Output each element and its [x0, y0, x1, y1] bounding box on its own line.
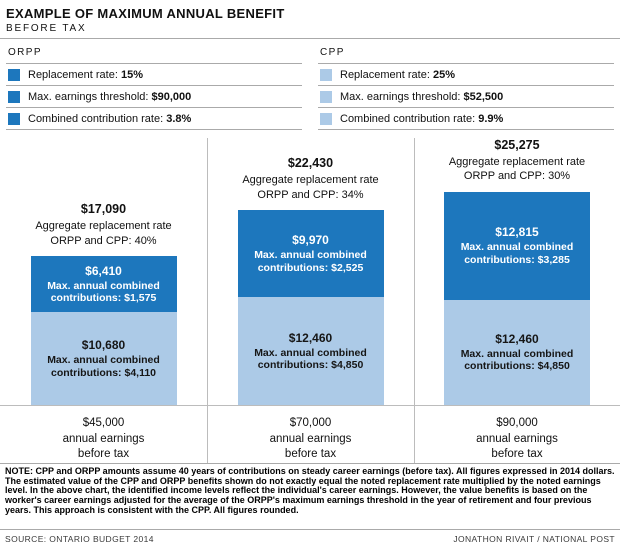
legend-row: Combined contribution rate: 9.9% [318, 108, 614, 130]
orpp-amount: $12,815 [495, 225, 539, 240]
orpp-contributions-note: Max. annual combined contributions: $2,5… [254, 249, 367, 274]
cpp-amount: $10,680 [81, 338, 126, 353]
cpp-contributions-note: Max. annual combined contributions: $4,1… [47, 354, 160, 379]
chart-column-90000: $25,275 Aggregate replacement rate ORPP … [414, 138, 620, 463]
legend-label: Combined contribution rate: 9.9% [340, 112, 504, 125]
earnings-axis-label: $90,000 annual earnings before tax [476, 417, 558, 461]
orpp-amount: $6,410 [85, 263, 122, 278]
orpp-bar-segment: $9,970 Max. annual combined contribution… [237, 210, 384, 297]
cpp-contributions-note: Max. annual combined contributions: $4,8… [460, 348, 574, 373]
orpp-amount: $9,970 [292, 233, 329, 248]
legend-label: Replacement rate: 25% [340, 68, 455, 81]
source-credit: SOURCE: ONTARIO BUDGET 2014 [5, 534, 154, 544]
column-divider [414, 138, 415, 463]
total-benefit-label: $22,430 [287, 156, 334, 171]
page-subtitle: BEFORE TAX [6, 23, 87, 34]
bar-chart: $17,090 Aggregate replacement rate ORPP … [0, 138, 620, 463]
cpp-bar-segment: $12,460 Max. annual combined contributio… [444, 299, 590, 405]
legend-label: Replacement rate: 15% [28, 68, 143, 81]
aggregate-rate-label: Aggregate replacement rate ORPP and CPP:… [35, 220, 172, 247]
orpp-color-swatch [8, 68, 20, 81]
cpp-amount: $12,460 [495, 332, 539, 346]
page-title: EXAMPLE OF MAXIMUM ANNUAL BENEFIT [6, 6, 285, 21]
legend-row: Combined contribution rate: 3.8% [6, 108, 302, 130]
cpp-color-swatch [320, 68, 332, 81]
legend-label: Combined contribution rate: 3.8% [28, 112, 192, 125]
header-divider [0, 38, 620, 39]
legend-label: Max. earnings threshold: $90,000 [28, 90, 192, 103]
cpp-bar-segment: $10,680 Max. annual combined contributio… [30, 312, 177, 405]
earnings-axis-label: $45,000 annual earnings before tax [62, 417, 145, 461]
legend-row: Max. earnings threshold: $90,000 [6, 86, 302, 108]
chart-column-45000: $17,090 Aggregate replacement rate ORPP … [0, 138, 207, 463]
total-benefit-label: $17,090 [80, 202, 127, 217]
legend-orpp-title: ORPP [6, 44, 302, 64]
aggregate-rate-label: Aggregate replacement rate ORPP and CPP:… [242, 174, 379, 201]
aggregate-rate-label: Aggregate replacement rate ORPP and CPP:… [448, 156, 586, 183]
legend-row: Max. earnings threshold: $52,500 [318, 86, 614, 108]
column-header: $17,090 Aggregate replacement rate ORPP … [35, 202, 171, 248]
note-top-divider [0, 463, 620, 464]
cpp-color-swatch [320, 90, 332, 103]
footer-divider [0, 529, 620, 530]
orpp-color-swatch [8, 90, 20, 103]
orpp-contributions-note: Max. annual combined contributions: $3,2… [460, 241, 574, 266]
orpp-contributions-note: Max. annual combined contributions: $1,5… [47, 279, 160, 304]
column-divider [207, 138, 208, 463]
footer: SOURCE: ONTARIO BUDGET 2014 JONATHON RIV… [5, 534, 615, 544]
cpp-bar-segment: $12,460 Max. annual combined contributio… [237, 297, 384, 405]
legend-cpp-title: CPP [318, 44, 614, 64]
cpp-color-swatch [320, 112, 332, 125]
legend-cpp: CPP Replacement rate: 25% Max. earnings … [318, 44, 614, 130]
legend-orpp: ORPP Replacement rate: 15% Max. earnings… [6, 44, 302, 130]
orpp-bar-segment: $12,815 Max. annual combined contributio… [444, 191, 590, 300]
cpp-contributions-note: Max. annual combined contributions: $4,8… [254, 346, 367, 371]
footnote-text: NOTE: CPP and ORPP amounts assume 40 yea… [5, 466, 615, 515]
column-header: $22,430 Aggregate replacement rate ORPP … [242, 156, 378, 202]
orpp-bar-segment: $6,410 Max. annual combined contribution… [30, 256, 177, 312]
legend-row: Replacement rate: 15% [6, 64, 302, 86]
earnings-axis-label: $70,000 annual earnings before tax [269, 417, 352, 461]
chart-baseline [0, 405, 620, 406]
author-credit: JONATHON RIVAIT / NATIONAL POST [453, 534, 615, 544]
legend-label: Max. earnings threshold: $52,500 [340, 90, 504, 103]
orpp-color-swatch [8, 112, 20, 125]
total-benefit-label: $25,275 [494, 138, 540, 152]
cpp-amount: $12,460 [288, 330, 333, 345]
column-header: $25,275 Aggregate replacement rate ORPP … [449, 138, 585, 184]
legend-row: Replacement rate: 25% [318, 64, 614, 86]
chart-column-70000: $22,430 Aggregate replacement rate ORPP … [207, 138, 414, 463]
